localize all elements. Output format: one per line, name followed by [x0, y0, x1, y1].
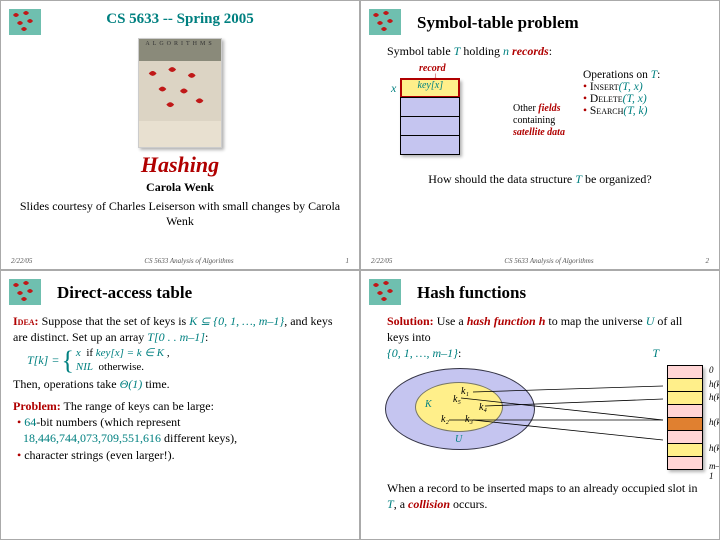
key-cell: key[x]	[400, 78, 460, 98]
main-title: Hashing	[13, 152, 347, 178]
slot	[667, 378, 703, 392]
equation: T[k] = { x if key[x] = k ∈ K , NIL other…	[27, 347, 347, 373]
footer: 2/22/05 CS 5633 Analysis of Algorithms 2	[361, 257, 719, 265]
foot-num: 1	[346, 257, 350, 265]
footer: 2/22/05 CS 5633 Analysis of Algorithms 1	[1, 257, 359, 265]
slide-2: Symbol-table problem Symbol table T hold…	[360, 0, 720, 270]
record-table: key[x]	[400, 79, 460, 155]
solution-para: Solution: Use a hash function h to map t…	[387, 313, 707, 362]
slot	[667, 391, 703, 405]
slide-title: Direct-access table	[57, 283, 347, 303]
slide-4: Hash functions Solution: Use a hash func…	[360, 270, 720, 540]
slide-grid: CS 5633 -- Spring 2005 ALGORITHMS Hashin…	[0, 0, 720, 540]
field-cell	[400, 116, 460, 136]
symbol-intro: Symbol table T holding n records:	[387, 43, 707, 59]
T-label: T	[652, 345, 659, 361]
course-icon	[9, 9, 41, 35]
field-cell	[400, 135, 460, 155]
idea-para: Idea: Suppose that the set of keys is K …	[13, 313, 347, 345]
fields-note: Other fields containing satellite data	[513, 103, 583, 155]
K-label: K	[425, 399, 432, 410]
slot	[667, 404, 703, 418]
course-icon	[369, 279, 401, 305]
field-cell	[400, 97, 460, 117]
question: How should the data structure T be organ…	[373, 171, 707, 187]
slot	[667, 430, 703, 444]
universe-diagram: K U k₁ k₂ k₃ k₄ k₅	[383, 366, 543, 456]
book-title: ALGORITHMS	[139, 39, 221, 61]
hash-table: 0 h(k₁) h(k₄) h(k₂) = h(k₅) h(k₃) m–1	[667, 366, 703, 470]
operations: Operations on T: • Insert(T, x) • Delete…	[583, 69, 707, 155]
x-label: x	[391, 81, 396, 155]
slide-title: Hash functions	[417, 283, 707, 303]
U-label: U	[455, 434, 462, 445]
slide-1: CS 5633 -- Spring 2005 ALGORITHMS Hashin…	[0, 0, 360, 270]
credits: Slides courtesy of Charles Leiserson wit…	[13, 199, 347, 229]
slot-collision	[667, 417, 703, 431]
course-icon	[9, 279, 41, 305]
then-line: Then, operations take Θ(1) time.	[13, 376, 347, 392]
foot-date: 2/22/05	[11, 257, 32, 265]
collision-note: When a record to be inserted maps to an …	[387, 480, 707, 512]
slide-3: Direct-access table Idea: Suppose that t…	[0, 270, 360, 540]
bullets: • 64-bit numbers (which represent 18,446…	[17, 414, 347, 463]
slot	[667, 365, 703, 379]
foot-mid: CS 5633 Analysis of Algorithms	[144, 257, 233, 265]
author: Carola Wenk	[13, 180, 347, 195]
book-image	[139, 61, 221, 121]
slot	[667, 456, 703, 470]
problem-para: Problem: The range of keys can be large:	[13, 398, 347, 414]
slide-title: Symbol-table problem	[417, 13, 707, 33]
course-icon	[369, 9, 401, 35]
book-cover: ALGORITHMS	[138, 38, 222, 148]
course-header: CS 5633 -- Spring 2005	[13, 11, 347, 28]
slot	[667, 443, 703, 457]
